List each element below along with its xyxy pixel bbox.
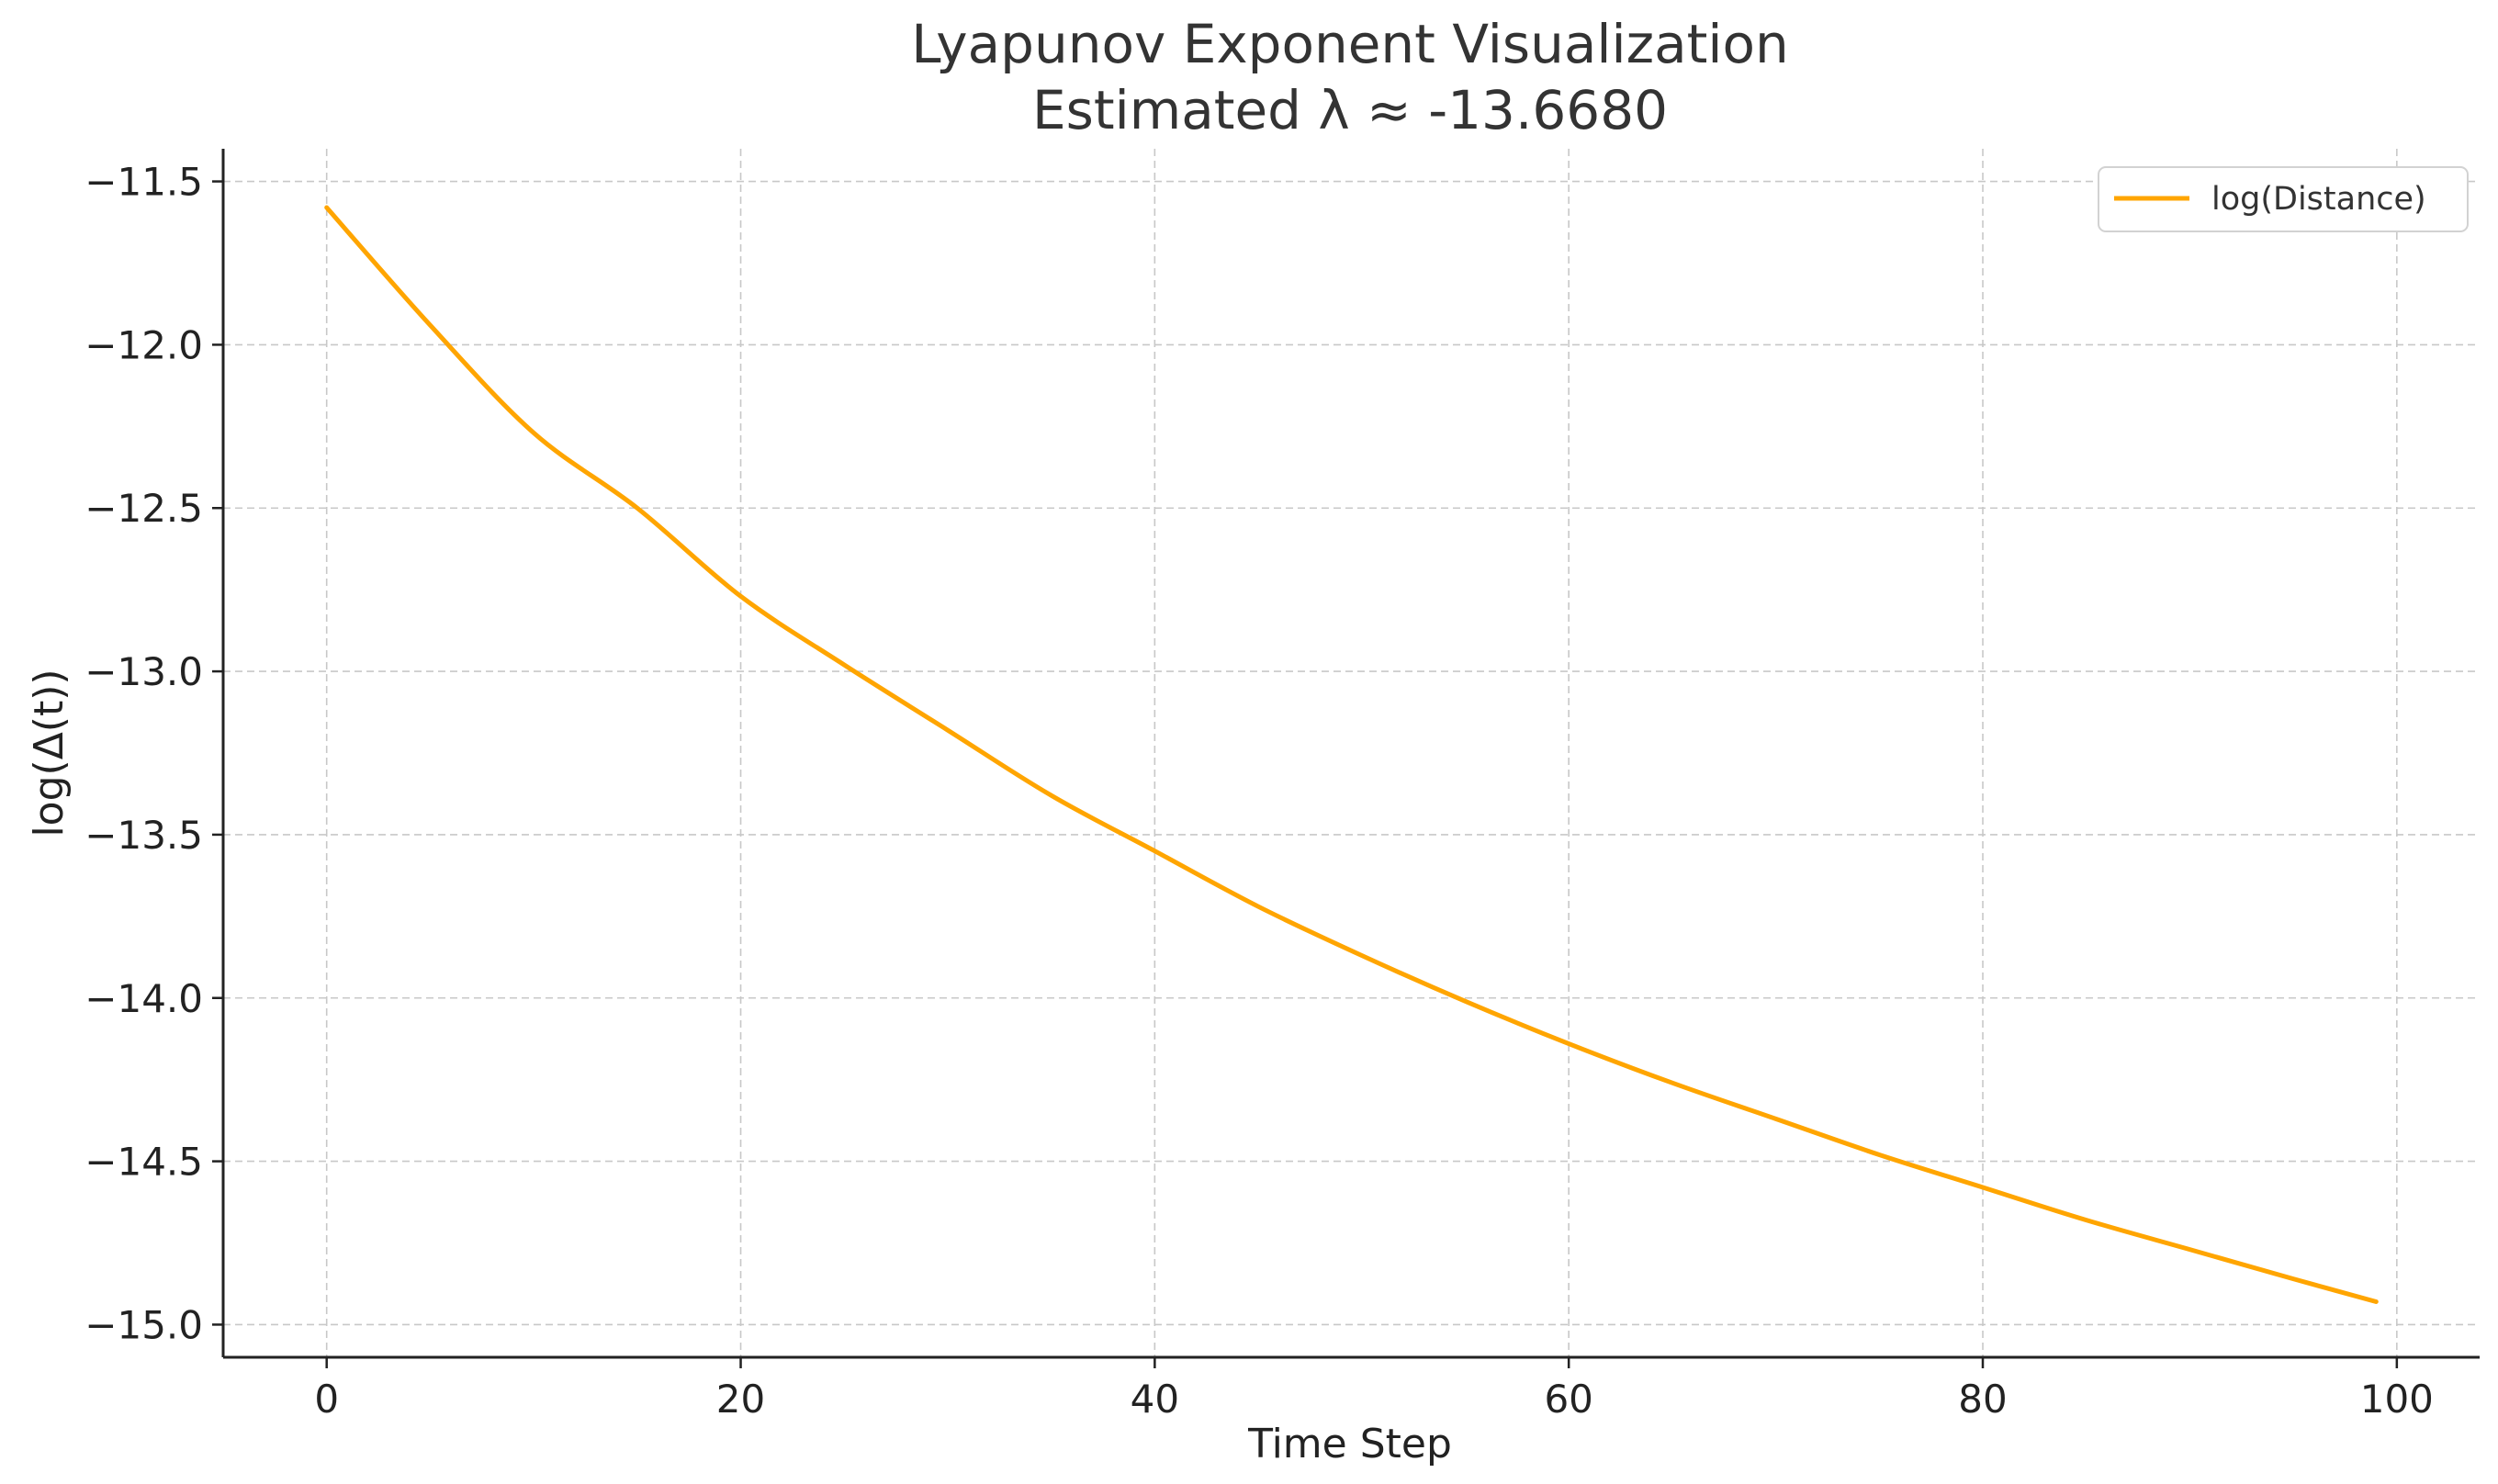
x-tick-label: 80: [1958, 1377, 2007, 1422]
y-axis-ticks: −11.5 −12.0 −12.5 −13.0 −13.5 −14.0 −14.5 −15.0: [84, 160, 223, 1347]
x-tick-label: 100: [2360, 1377, 2434, 1422]
x-tick-label: 40: [1131, 1377, 1179, 1422]
y-tick-label: −13.0: [84, 649, 203, 694]
y-tick-label: −14.0: [84, 976, 203, 1021]
legend-box: [2098, 166, 2469, 232]
plot-area: [324, 205, 2379, 1304]
x-axis-label: Time Step: [1247, 1421, 1452, 1467]
y-tick-label: −12.5: [84, 486, 203, 531]
y-tick-label: −15.0: [84, 1302, 203, 1347]
y-tick-label: −13.5: [84, 813, 203, 858]
chart-subtitle: Estimated λ ≈ -13.6680: [1032, 79, 1668, 141]
y-axis-label: log(Δ(t)): [26, 669, 73, 837]
legend: log(Distance): [2098, 166, 2469, 232]
y-tick-label: −12.0: [84, 322, 203, 367]
series-line-log-distance: [324, 205, 2379, 1304]
y-tick-label: −11.5: [84, 160, 203, 205]
x-tick-label: 60: [1544, 1377, 1592, 1422]
grid: [223, 149, 2480, 1357]
legend-label: log(Distance): [2211, 181, 2426, 218]
y-tick-label: −14.5: [84, 1140, 203, 1185]
chart-title: Lyapunov Exponent Visualization: [911, 13, 1788, 75]
x-tick-label: 0: [314, 1377, 339, 1422]
x-axis-ticks: 0 20 40 60 80 100: [314, 1357, 2434, 1422]
x-tick-label: 20: [716, 1377, 765, 1422]
